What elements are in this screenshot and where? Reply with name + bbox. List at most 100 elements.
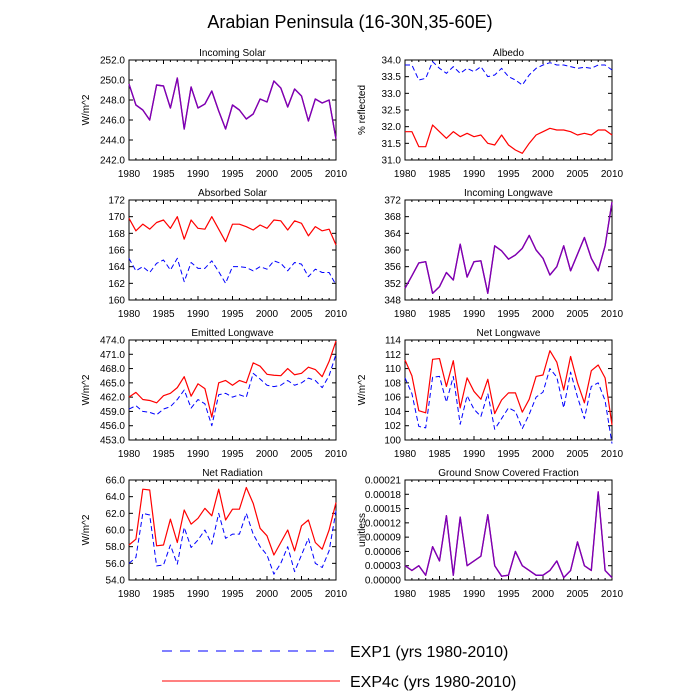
plot-frame [128,339,337,441]
figure-title: Arabian Peninsula (16-30N,35-60E) [207,12,492,32]
x-tick-label: 2010 [325,169,348,180]
y-tick-label: 33.0 [382,89,402,100]
legend: EXP1 (yrs 1980-2010) EXP4c (yrs 1980-201… [162,644,516,691]
panel-6: Net Longwave W/m^2 100 102 104 106 108 110 112 11… [357,328,624,460]
x-tick-label: 2005 [290,449,313,460]
x-tick-label: 2010 [601,449,624,460]
y-tick-label: 162 [108,279,125,290]
x-tick-label: 1985 [152,449,175,460]
x-tick-label: 2010 [325,449,348,460]
x-tick-label: 2010 [325,589,348,600]
y-axis-label: % reflected [357,85,368,135]
x-tick-label: 1990 [463,589,486,600]
panel-7: Net Radiation W/m^2 54.0 56.0 58.0 60.0 62.0 64… [81,468,348,600]
y-tick-label: 244.0 [100,136,125,147]
y-tick-label: 252.0 [100,56,125,67]
x-tick-label: 2005 [566,589,589,600]
series-line-exp4c [404,491,613,579]
y-tick-label: 34.0 [382,56,402,67]
series-line-exp1 [404,491,613,579]
panel-title: Absorbed Solar [198,188,268,199]
x-tick-label: 1985 [428,589,451,600]
y-tick-label: 64.0 [106,492,126,503]
y-axis-label: W/m^2 [81,514,92,545]
y-tick-label: 114 [385,336,401,347]
y-tick-label: 31.5 [382,139,402,150]
x-tick-label: 1985 [428,309,451,320]
y-tick-label: 54.0 [106,576,126,587]
series-line-exp1 [405,61,613,86]
y-tick-label: 468.0 [100,364,125,375]
y-tick-label: 66.0 [106,476,126,487]
x-tick-label: 1990 [187,169,210,180]
series-line-exp4c [404,350,613,426]
y-tick-label: 242.0 [100,156,125,167]
plot-frame [404,339,613,441]
x-tick-label: 2000 [256,169,279,180]
panel-title: Net Radiation [202,468,263,479]
series-line-exp4c [128,486,337,556]
y-tick-label: 106 [384,393,401,404]
x-tick-label: 1980 [118,169,141,180]
x-tick-label: 2010 [325,309,348,320]
x-tick-label: 2005 [566,169,589,180]
y-tick-label: 356 [384,262,401,273]
x-tick-label: 1985 [152,309,175,320]
x-tick-label: 2010 [601,589,624,600]
series-line-exp1 [128,354,337,427]
x-tick-label: 1990 [463,309,486,320]
panel-3: Absorbed Solar 160 162 164 166 168 170 172 1980 1… [108,188,347,320]
x-tick-label: 2005 [566,309,589,320]
x-tick-label: 1995 [497,309,520,320]
panel-title: Net Longwave [477,328,541,339]
y-tick-label: 170 [108,212,125,223]
y-tick-label: 168 [108,229,125,240]
plot-frame [404,199,613,301]
x-tick-label: 1990 [463,449,486,460]
x-tick-label: 2000 [256,449,279,460]
series-line-exp4c [405,124,613,154]
y-tick-label: 58.0 [106,542,126,553]
panel-title: Albedo [493,48,525,59]
x-tick-label: 2000 [256,589,279,600]
series-line-exp4c [128,340,337,418]
y-tick-label: 0.00000 [365,576,402,587]
y-tick-label: 250.0 [100,76,125,87]
plot-frame [404,479,613,581]
y-tick-label: 474.0 [100,336,125,347]
y-tick-label: 471.0 [100,350,125,361]
x-tick-label: 2000 [532,169,555,180]
x-tick-label: 1990 [187,589,210,600]
series-line-exp1 [404,368,613,444]
y-tick-label: 108 [384,378,401,389]
x-tick-label: 2010 [601,169,624,180]
y-axis-label: W/m^2 [81,374,92,405]
x-tick-label: 1990 [187,449,210,460]
x-tick-label: 2000 [532,589,555,600]
x-tick-label: 1980 [394,449,417,460]
y-tick-label: 360 [384,246,401,257]
series-line-exp1 [404,201,613,295]
y-tick-label: 100 [384,436,401,447]
y-tick-label: 465.0 [100,378,125,389]
y-tick-label: 462.0 [100,393,125,404]
x-tick-label: 1980 [118,449,141,460]
y-tick-label: 456.0 [100,421,125,432]
panel-5: Emitted Longwave W/m^2 453.0 456.0 459.0 462.… [81,328,348,460]
panel-title: Incoming Solar [199,48,266,59]
y-tick-label: 0.00003 [365,561,402,572]
x-tick-label: 2000 [256,309,279,320]
panel-8: Ground Snow Covered Fractionunitless0.00… [357,468,624,600]
y-tick-label: 110 [385,364,401,375]
x-tick-label: 1980 [394,309,417,320]
panel-4: Incoming Longwave 348 352 356 360 364 368 372 19… [384,188,623,320]
y-tick-label: 102 [384,421,401,432]
y-tick-label: 0.00018 [365,490,402,501]
y-tick-label: 372 [384,196,401,207]
y-tick-label: 0.00021 [365,476,402,487]
x-tick-label: 2005 [290,309,313,320]
y-tick-label: 352 [384,279,401,290]
panel-1: Incoming Solar W/m^2 242.0 244.0 246.0 248.0 2… [81,48,348,180]
x-tick-label: 1980 [394,589,417,600]
y-tick-label: 368 [384,212,401,223]
